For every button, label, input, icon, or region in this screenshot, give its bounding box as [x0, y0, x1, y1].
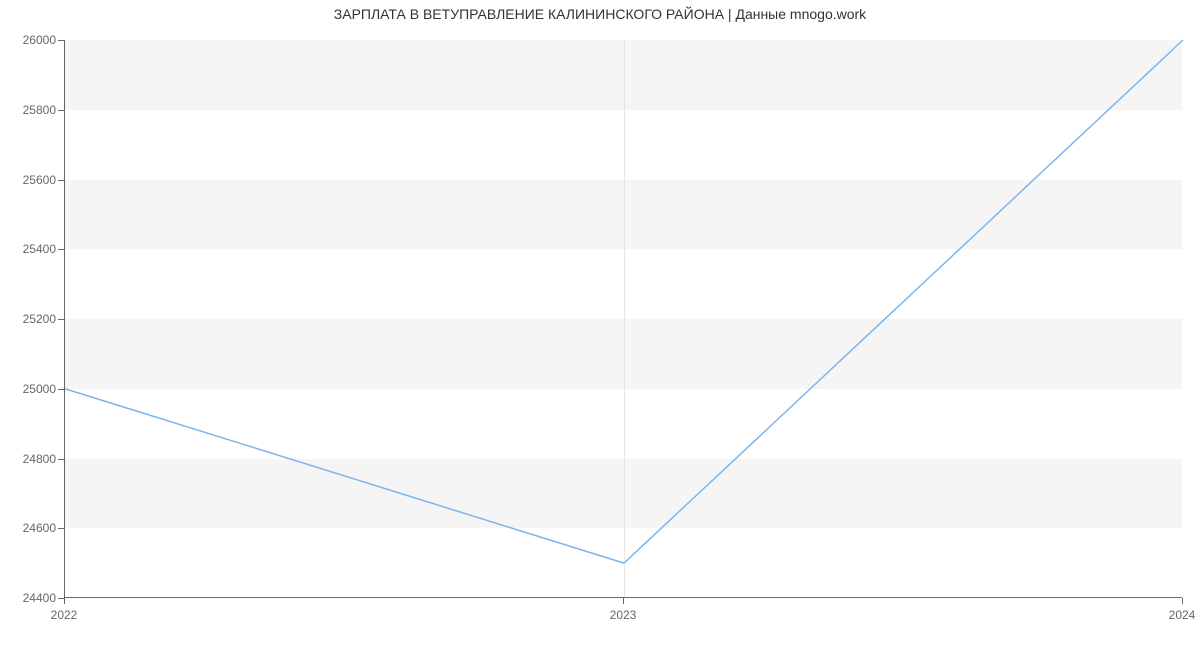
plot-area: [64, 40, 1182, 598]
y-tick-label: 25400: [6, 242, 56, 256]
y-tick-mark: [58, 528, 64, 529]
y-tick-label: 24400: [6, 591, 56, 605]
y-tick-label: 25800: [6, 103, 56, 117]
y-tick-label: 25000: [6, 382, 56, 396]
y-tick-label: 24800: [6, 452, 56, 466]
chart-container: ЗАРПЛАТА В ВЕТУПРАВЛЕНИЕ КАЛИНИНСКОГО РА…: [0, 0, 1200, 650]
y-tick-mark: [58, 319, 64, 320]
y-tick-mark: [58, 40, 64, 41]
y-tick-mark: [58, 459, 64, 460]
y-tick-label: 26000: [6, 33, 56, 47]
x-tick-mark: [64, 598, 65, 604]
x-tick-label: 2023: [610, 608, 637, 622]
y-tick-mark: [58, 110, 64, 111]
y-tick-mark: [58, 249, 64, 250]
x-tick-label: 2022: [51, 608, 78, 622]
x-tick-label: 2024: [1169, 608, 1196, 622]
y-tick-label: 24600: [6, 521, 56, 535]
line-series: [65, 40, 1183, 598]
y-tick-mark: [58, 389, 64, 390]
chart-title: ЗАРПЛАТА В ВЕТУПРАВЛЕНИЕ КАЛИНИНСКОГО РА…: [0, 6, 1200, 22]
y-tick-label: 25200: [6, 312, 56, 326]
y-tick-mark: [58, 180, 64, 181]
x-tick-mark: [1182, 598, 1183, 604]
y-tick-label: 25600: [6, 173, 56, 187]
x-tick-mark: [623, 598, 624, 604]
